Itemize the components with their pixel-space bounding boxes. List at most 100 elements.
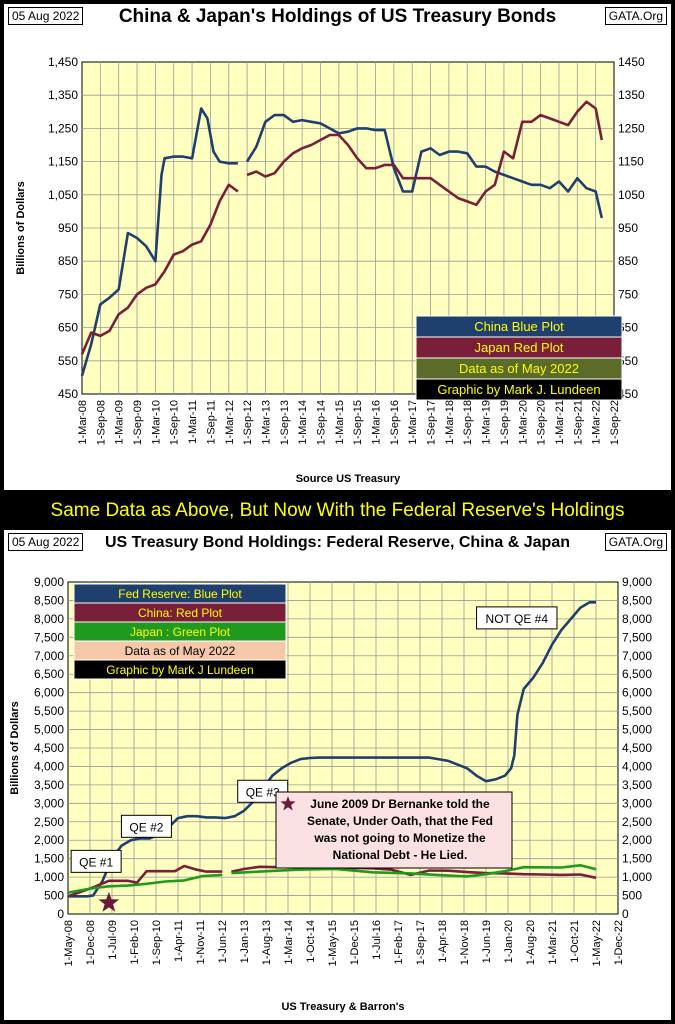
y-tick-label-left: 1,250 — [48, 121, 78, 135]
legend-entry: China Blue Plot — [474, 319, 564, 334]
y-tick-label-left: 450 — [58, 387, 78, 401]
legend-entry: Data as of May 2022 — [459, 361, 579, 376]
x-tick-label: 1-Nov-18 — [459, 920, 471, 965]
series-line — [80, 100, 604, 355]
x-tick-label: 1-Apr-11 — [173, 920, 185, 962]
series-line — [68, 601, 596, 898]
legend-box — [415, 378, 623, 401]
x-tick-label: 1-Jun-12 — [217, 920, 229, 963]
y-tick-label-right: 8,000 — [622, 612, 652, 626]
legend-entry: Japan Red Plot — [475, 340, 564, 355]
china-japan-chart: 05 Aug 2022 China & Japan's Holdings of … — [4, 4, 671, 490]
x-tick-label: 1-Mar-09 — [114, 400, 126, 445]
y-tick-label-left: 2,000 — [34, 833, 64, 847]
y-tick-label-right: 750 — [618, 287, 638, 301]
y-tick-label-left: 3,500 — [34, 778, 64, 792]
x-tick-label: 1-Sep-18 — [462, 400, 474, 445]
x-tick-label: 1-Sep-12 — [242, 400, 254, 445]
x-tick-label: 1-Mar-15 — [334, 400, 346, 445]
x-tick-label: 1-Oct-14 — [305, 920, 317, 963]
y-tick-label-left: 1,150 — [48, 155, 78, 169]
section-banner: Same Data as Above, But Now With the Fed… — [0, 494, 675, 528]
x-tick-label: 1-Jun-19 — [481, 920, 493, 963]
y-tick-label-right: 1350 — [618, 88, 645, 102]
y-axis-label: Billions of Dollars — [15, 181, 27, 275]
x-tick-label: 1-Jul-16 — [371, 920, 383, 960]
x-tick-label: 1-Jan-13 — [239, 920, 251, 963]
x-tick-label: 1-Sep-08 — [95, 400, 107, 445]
x-tick-label: 1-May-22 — [591, 920, 603, 966]
y-tick-label-left: 2,500 — [34, 815, 64, 829]
y-tick-label-right: 1,500 — [622, 852, 652, 866]
y-tick-label-right: 650 — [618, 321, 638, 335]
x-tick-label: 1-Sep-22 — [609, 400, 621, 445]
y-tick-label-right: 1250 — [618, 121, 645, 135]
y-tick-label-left: 0 — [57, 907, 64, 921]
qe-label-box — [120, 814, 172, 838]
chart-svg: 0 0 500 500 1,000 1,000 1,500 1,500 2,000 2,000 2,… — [9, 575, 652, 1013]
x-tick-label: 1-Mar-21 — [547, 920, 559, 965]
legend-entry: Graphic by Mark J. Lundeen — [437, 382, 600, 397]
y-tick-label-left: 3,000 — [34, 796, 64, 810]
y-tick-label-right: 2,000 — [622, 833, 652, 847]
x-tick-label: 1-Mar-18 — [444, 400, 456, 445]
note-line: Senate, Under Oath, that the Fed — [307, 814, 493, 828]
y-tick-label-right: 2,500 — [622, 815, 652, 829]
y-tick-label-left: 1,450 — [48, 55, 78, 69]
y-tick-label-right: 1450 — [618, 55, 645, 69]
x-tick-label: 1-Mar-16 — [371, 400, 383, 445]
y-tick-label-left: 1,000 — [34, 870, 64, 884]
note-line: National Debt - He Lied. — [333, 848, 468, 862]
y-tick-label-right: 8,500 — [622, 593, 652, 607]
y-tick-label-right: 500 — [622, 889, 642, 903]
y-tick-label-right: 4,000 — [622, 759, 652, 773]
x-tick-label: 1-Mar-14 — [297, 400, 309, 445]
x-tick-label: 1-Sep-09 — [132, 400, 144, 445]
chart-title: US Treasury Bond Holdings: Federal Reser… — [104, 534, 570, 551]
x-tick-label: 1-Dec-15 — [349, 920, 361, 965]
chart-title: China & Japan's Holdings of US Treasury … — [118, 6, 557, 27]
x-tick-label: 1-Sep-21 — [572, 400, 584, 445]
x-tick-label: 1-Dec-22 — [613, 920, 625, 965]
y-tick-label-left: 7,000 — [34, 649, 64, 663]
x-tick-label: 1-Sep-15 — [352, 400, 364, 445]
star-icon — [280, 796, 296, 811]
y-tick-label-right: 1,000 — [622, 870, 652, 884]
x-tick-label: 1-Sep-14 — [315, 400, 327, 445]
y-tick-label-left: 4,500 — [34, 741, 64, 755]
source-tag: GATA.Org — [604, 7, 667, 25]
y-tick-label-left: 1,050 — [48, 188, 78, 202]
legend-entry: Fed Reserve: Blue Plot — [118, 587, 242, 601]
x-tick-label: 1-May-08 — [63, 920, 75, 966]
x-tick-label: 1-Nov-11 — [195, 920, 207, 964]
note-box — [275, 791, 513, 869]
x-tick-label: 1-Mar-21 — [554, 400, 566, 445]
y-tick-label-left: 950 — [58, 221, 78, 235]
y-tick-label-right: 6,000 — [622, 686, 652, 700]
x-tick-label: 1-Jul-09 — [107, 920, 119, 960]
x-tick-label: 1-May-15 — [327, 920, 339, 966]
qe-label-box — [237, 779, 289, 803]
x-tick-label: 1-Sep-10 — [169, 400, 181, 445]
x-tick-label: 1-Feb-10 — [129, 920, 141, 965]
note-line: June 2009 Dr Bernanke told the — [310, 797, 490, 811]
y-tick-label-left: 850 — [58, 254, 78, 268]
y-tick-label-right: 850 — [618, 254, 638, 268]
x-tick-label: 1-Mar-20 — [517, 400, 529, 445]
x-tick-label: 1-Aug-13 — [261, 920, 273, 965]
y-tick-label-left: 500 — [44, 889, 64, 903]
note-line: was not going to Monetize the — [313, 831, 486, 845]
legend-box — [73, 659, 287, 680]
y-tick-label-left: 5,000 — [34, 723, 64, 737]
y-tick-label-left: 650 — [58, 321, 78, 335]
y-tick-label-left: 6,000 — [34, 686, 64, 700]
x-tick-label: 1-Jan-20 — [503, 920, 515, 963]
legend-entry: China: Red Plot — [138, 606, 223, 620]
y-tick-label-left: 8,500 — [34, 593, 64, 607]
x-tick-label: 1-Mar-19 — [481, 400, 493, 445]
legend-entry: Japan : Green Plot — [130, 625, 231, 639]
x-tick-label: 1-Sep-19 — [499, 400, 511, 445]
y-tick-label-right: 5,000 — [622, 723, 652, 737]
qe-label-box — [476, 606, 558, 630]
x-tick-label: 1-Feb-17 — [393, 920, 405, 965]
